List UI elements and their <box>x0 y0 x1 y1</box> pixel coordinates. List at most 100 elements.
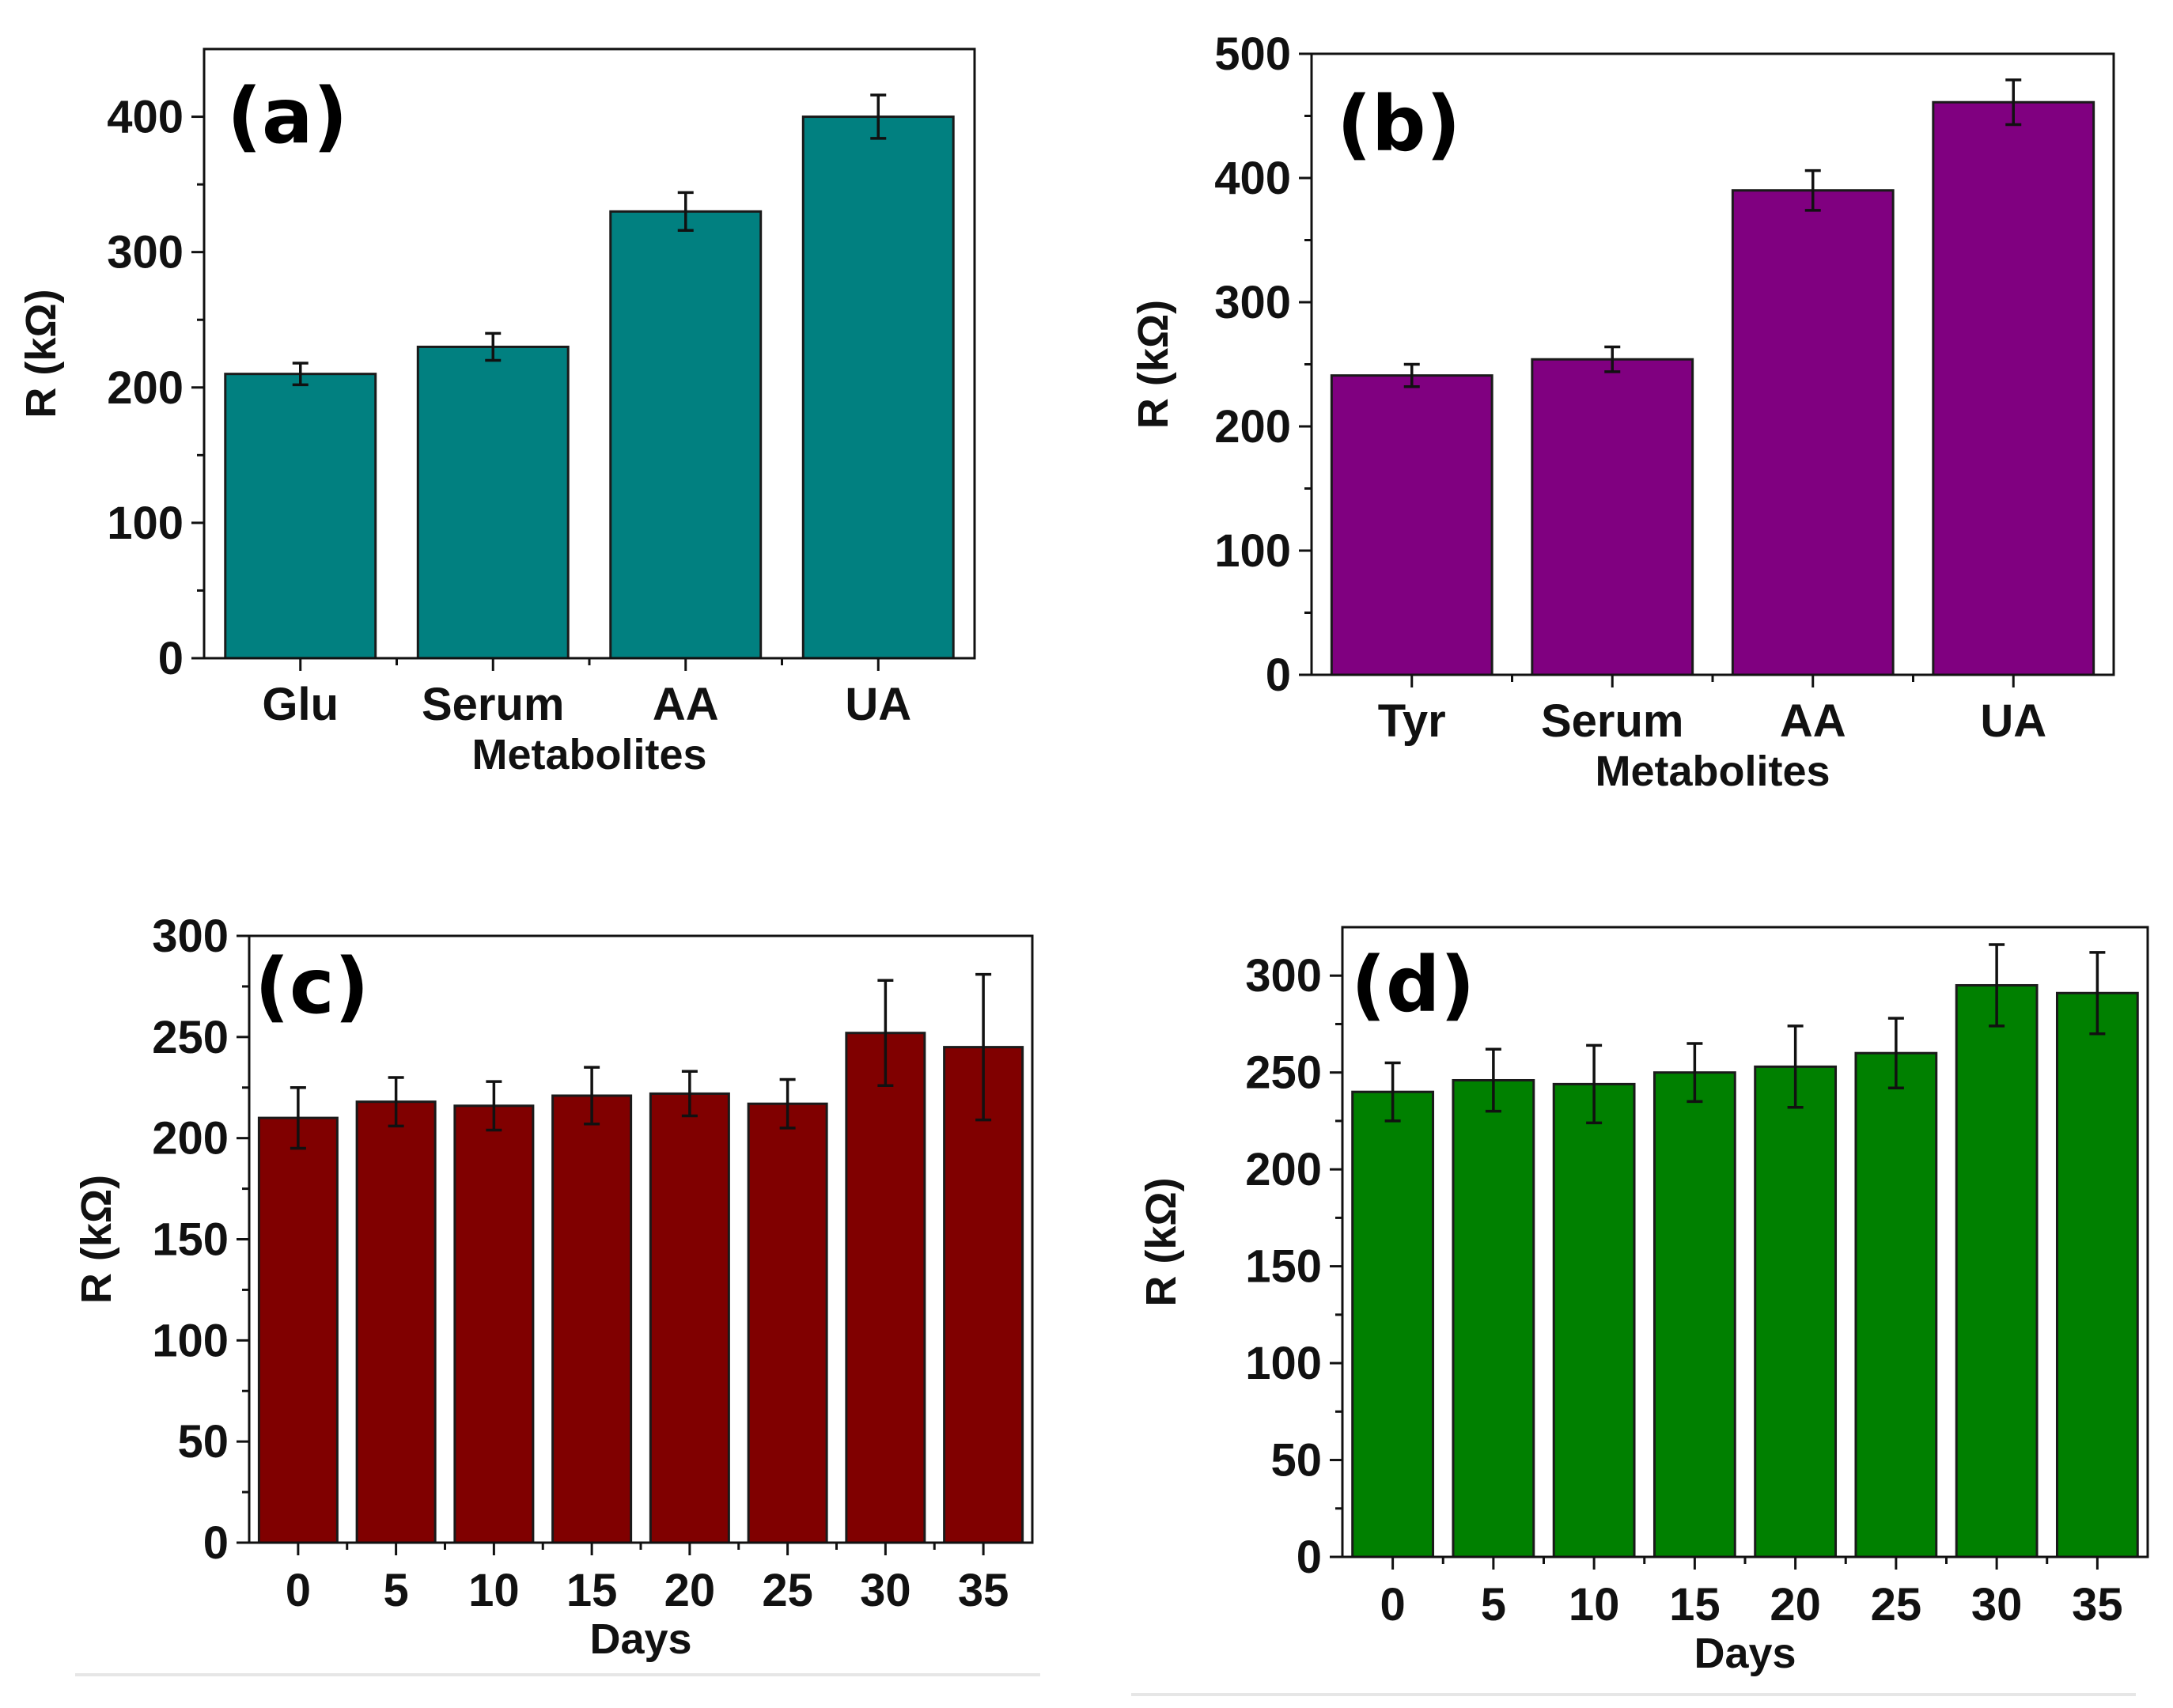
bar-d-5 <box>1854 1051 1938 1558</box>
y-tick-label-d-1: 50 <box>1270 1435 1322 1486</box>
y-tick-label-d-0: 0 <box>1297 1532 1322 1583</box>
y-tick-label-d-4: 200 <box>1245 1144 1322 1195</box>
y-tick-label-a-2: 200 <box>107 362 184 414</box>
bar-c-7 <box>943 1046 1024 1544</box>
error-bar-d-5 <box>1887 1017 1904 1090</box>
y-tick-label-b-0: 0 <box>1266 649 1291 701</box>
x-tick-label-c-6: 30 <box>860 1565 911 1616</box>
error-bar-c-1 <box>388 1076 404 1128</box>
y-tick-label-c-2: 100 <box>152 1315 229 1366</box>
y-tick-label-c-6: 300 <box>152 911 229 962</box>
x-tick-label-c-2: 10 <box>468 1565 520 1616</box>
x-tick-label-b-2: AA <box>1780 695 1846 747</box>
error-bar-c-3 <box>584 1066 600 1126</box>
bar-c-5 <box>747 1102 828 1544</box>
error-bar-d-2 <box>1586 1043 1603 1125</box>
y-tick-label-c-4: 200 <box>152 1113 229 1165</box>
bar-c-0 <box>257 1116 339 1544</box>
error-bar-c-0 <box>290 1086 306 1150</box>
bar-a-3 <box>801 116 955 660</box>
panel-label-d: (d) <box>1351 941 1475 1029</box>
x-tick-label-a-0: Glu <box>262 679 339 730</box>
x-tick-label-c-3: 15 <box>566 1565 618 1616</box>
error-bar-b-3 <box>2005 78 2022 127</box>
y-tick-label-d-2: 100 <box>1245 1338 1322 1389</box>
bar-c-6 <box>845 1032 926 1544</box>
chart-panel-d: 0 50 100 150 200 250 300 0 5 10 15 20 25 30 35 Days R (k… <box>1138 926 2149 1677</box>
error-bar-a-1 <box>485 331 502 362</box>
error-bar-a-0 <box>292 362 309 387</box>
chart-panel-b: 0 100 200 300 400 500 Tyr Serum AA UA Metabolites R… <box>1130 28 2115 795</box>
y-axis-title-c: R (kΩ) <box>73 1175 120 1304</box>
x-tick-label-d-2: 10 <box>1569 1579 1620 1630</box>
x-tick-label-d-4: 20 <box>1770 1579 1821 1630</box>
x-tick-label-b-1: Serum <box>1541 695 1684 747</box>
error-bar-d-4 <box>1787 1024 1804 1109</box>
x-tick-label-d-1: 5 <box>1481 1579 1506 1630</box>
error-bar-b-2 <box>1804 169 1821 212</box>
y-tick-label-a-3: 300 <box>107 227 184 278</box>
x-tick-label-b-3: UA <box>1980 695 2046 747</box>
bar-a-1 <box>416 345 570 660</box>
error-bar-c-5 <box>779 1077 796 1130</box>
bar-b-0 <box>1330 374 1493 676</box>
y-axis-title-a: R (kΩ) <box>17 289 65 418</box>
y-tick-label-b-4: 400 <box>1214 153 1291 204</box>
y-tick-label-c-5: 250 <box>152 1012 229 1063</box>
bar-d-0 <box>1351 1090 1435 1558</box>
y-tick-label-a-1: 100 <box>107 498 184 549</box>
x-axis-title-b: Metabolites <box>1595 748 1830 795</box>
error-bar-c-4 <box>681 1070 698 1118</box>
y-tick-label-b-3: 300 <box>1214 277 1291 328</box>
x-tick-label-d-0: 0 <box>1380 1579 1405 1630</box>
error-bar-b-0 <box>1403 362 1420 388</box>
y-tick-label-b-1: 100 <box>1214 525 1291 577</box>
bar-d-7 <box>2055 991 2139 1558</box>
bar-c-2 <box>453 1104 535 1544</box>
error-bar-a-3 <box>870 93 887 140</box>
error-bar-b-1 <box>1604 345 1621 373</box>
y-tick-label-c-0: 0 <box>203 1517 229 1569</box>
y-tick-label-a-0: 0 <box>158 633 184 684</box>
y-tick-label-a-4: 400 <box>107 92 184 143</box>
panel-label-a: (a) <box>227 72 348 161</box>
bar-c-1 <box>355 1100 437 1544</box>
x-tick-label-d-3: 15 <box>1669 1579 1721 1630</box>
error-bar-d-7 <box>2089 951 2106 1036</box>
x-tick-label-c-7: 35 <box>958 1565 1009 1616</box>
bar-d-3 <box>1652 1071 1736 1558</box>
y-axis-title-b: R (kΩ) <box>1130 300 1177 429</box>
x-tick-label-c-4: 20 <box>664 1565 716 1616</box>
x-tick-label-a-1: Serum <box>422 679 565 730</box>
panel-label-c: (c) <box>255 942 369 1031</box>
bar-a-0 <box>224 373 377 660</box>
error-bar-d-0 <box>1384 1061 1401 1123</box>
x-axis-title-c: Days <box>589 1615 691 1663</box>
x-tick-label-a-2: AA <box>653 679 719 730</box>
error-bar-d-1 <box>1485 1047 1501 1113</box>
y-axis-title-d: R (kΩ) <box>1138 1177 1185 1306</box>
y-tick-label-b-5: 500 <box>1214 28 1291 80</box>
x-tick-label-c-0: 0 <box>286 1565 311 1616</box>
y-tick-label-d-6: 300 <box>1245 950 1322 1002</box>
bar-d-1 <box>1452 1078 1535 1558</box>
error-bar-a-2 <box>677 191 694 233</box>
bar-c-4 <box>649 1092 730 1544</box>
bar-b-1 <box>1531 358 1694 676</box>
bar-a-2 <box>609 210 763 660</box>
x-tick-label-b-0: Tyr <box>1378 695 1446 747</box>
x-axis-title-d: Days <box>1694 1630 1796 1677</box>
error-bar-d-3 <box>1687 1042 1703 1104</box>
chart-panel-c: 0 50 100 150 200 250 300 0 5 10 15 20 25 30 35 Days R (k… <box>73 911 1034 1663</box>
error-bar-d-6 <box>1989 943 2005 1028</box>
x-tick-label-a-3: UA <box>845 679 911 730</box>
panel-label-b: (b) <box>1337 80 1460 169</box>
y-tick-label-c-1: 50 <box>177 1416 229 1468</box>
bar-b-2 <box>1731 189 1895 676</box>
bar-d-6 <box>1955 983 2039 1558</box>
y-tick-label-c-3: 150 <box>152 1214 229 1266</box>
bar-b-3 <box>1932 100 2095 676</box>
y-tick-label-d-5: 250 <box>1245 1047 1322 1099</box>
x-tick-label-d-6: 30 <box>1971 1579 2023 1630</box>
